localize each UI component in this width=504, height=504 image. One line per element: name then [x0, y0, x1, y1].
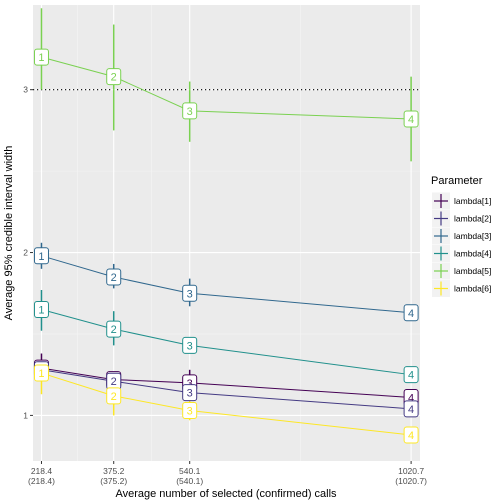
point-label-box — [403, 110, 419, 128]
point-label: 3 — [182, 402, 198, 420]
point-label-text: 4 — [408, 370, 414, 382]
x-axis: 218.4(218.4) 375.2(375.2) 540.1(540.1) 1020… — [28, 461, 427, 486]
point-label: 1 — [33, 247, 49, 265]
point-label: 2 — [106, 268, 122, 286]
point-label: 1 — [33, 48, 49, 66]
point-label: 3 — [182, 102, 198, 120]
series-lines — [41, 56, 412, 436]
legend-item-label: lambda[2] — [454, 214, 491, 224]
point-label-text: 4 — [408, 308, 414, 320]
point-label-box — [33, 364, 49, 382]
point-label-box — [182, 336, 198, 354]
x-tick-label: 540.1 — [179, 466, 201, 476]
point-label-box — [106, 68, 122, 86]
plot-panel — [33, 5, 420, 461]
point-label: 4 — [403, 426, 419, 444]
point-label: 3 — [182, 336, 198, 354]
legend: Parameter lambda[1]lambda[2]lambda[3]lam… — [431, 175, 491, 297]
x-tick-label: 218.4 — [31, 466, 53, 476]
point-label-box — [33, 301, 49, 319]
point-label-text: 2 — [111, 324, 117, 336]
series-line — [41, 367, 412, 398]
legend-item: lambda[2] — [432, 210, 491, 227]
point-label-text: 1 — [38, 251, 44, 263]
point-label-text: 3 — [187, 378, 193, 390]
point-label-text: 2 — [111, 272, 117, 284]
point-label-box — [403, 304, 419, 322]
y-tick-label: 1 — [23, 410, 28, 420]
point-label-text: 1 — [38, 305, 44, 317]
point-label: 4 — [403, 366, 419, 384]
legend-item-label: lambda[3] — [454, 231, 491, 241]
point-label: 4 — [403, 400, 419, 418]
point-label-text: 4 — [408, 392, 414, 404]
point-label-box — [403, 400, 419, 418]
series-line — [41, 255, 412, 314]
legend-item: lambda[1] — [432, 192, 491, 210]
x-axis-title: Average number of selected (confirmed) c… — [115, 488, 337, 500]
legend-item: lambda[4] — [432, 245, 491, 262]
point-label: 4 — [403, 304, 419, 322]
x-tick-label: (375.2) — [100, 476, 127, 486]
point-label-box — [33, 247, 49, 265]
point-label-text: 2 — [111, 72, 117, 84]
point-label-box — [33, 48, 49, 66]
point-label-text: 2 — [111, 376, 117, 388]
point-label-box — [403, 426, 419, 444]
x-tick-label: (540.1) — [176, 476, 203, 486]
legend-item: lambda[5] — [432, 262, 491, 280]
series-line — [41, 309, 412, 376]
legend-item-label: lambda[1] — [454, 196, 491, 206]
x-tick-label: 1020.7 — [398, 466, 424, 476]
point-label-text: 3 — [187, 106, 193, 118]
point-label-text: 2 — [111, 391, 117, 403]
point-label-box — [182, 284, 198, 302]
point-label-box — [106, 387, 122, 405]
point-label-text: 4 — [408, 404, 414, 416]
legend-item-label: lambda[6] — [454, 284, 491, 294]
series-line — [41, 372, 412, 436]
point-label-box — [106, 268, 122, 286]
point-label: 1 — [33, 301, 49, 319]
point-label-box — [106, 320, 122, 338]
point-label-text: 4 — [408, 430, 414, 442]
x-tick-label: (1020.7) — [395, 476, 427, 486]
point-label-text: 3 — [187, 340, 193, 352]
grid-minor — [33, 5, 420, 461]
point-label-text: 1 — [38, 52, 44, 64]
point-label-text: 4 — [408, 114, 414, 126]
point-label-box — [403, 366, 419, 384]
point-label: 2 — [106, 320, 122, 338]
point-label-text: 3 — [187, 406, 193, 418]
point-label: 4 — [403, 110, 419, 128]
legend-item: lambda[6] — [432, 280, 491, 297]
point-label-text: 3 — [187, 288, 193, 300]
x-tick-label: (218.4) — [28, 476, 55, 486]
series-line — [41, 369, 412, 410]
point-label: 2 — [106, 387, 122, 405]
point-label-box — [182, 102, 198, 120]
point-label: 2 — [106, 68, 122, 86]
point-label: 3 — [182, 384, 198, 402]
legend-item: lambda[3] — [432, 227, 491, 245]
point-labels: 123412341234123412341234 — [33, 48, 419, 444]
point-label: 1 — [33, 364, 49, 382]
legend-item-label: lambda[4] — [454, 249, 491, 259]
point-label-text: 3 — [187, 388, 193, 400]
y-tick-label: 2 — [23, 248, 28, 258]
point-label-text: 1 — [38, 368, 44, 380]
legend-items: lambda[1] lambda[2] lambda[3] lambda[4] lamb… — [432, 192, 491, 297]
legend-item-label: lambda[5] — [454, 266, 491, 276]
y-axis: 1 2 3 — [23, 85, 33, 420]
point-label-box — [182, 384, 198, 402]
point-label: 3 — [182, 284, 198, 302]
point-label-box — [182, 402, 198, 420]
y-axis-title: Average 95% credible interval width — [3, 146, 15, 321]
legend-title: Parameter — [431, 175, 483, 187]
y-tick-label: 3 — [23, 85, 28, 95]
series-line — [41, 56, 412, 120]
x-tick-label: 375.2 — [103, 466, 125, 476]
point-label: 2 — [106, 372, 122, 390]
